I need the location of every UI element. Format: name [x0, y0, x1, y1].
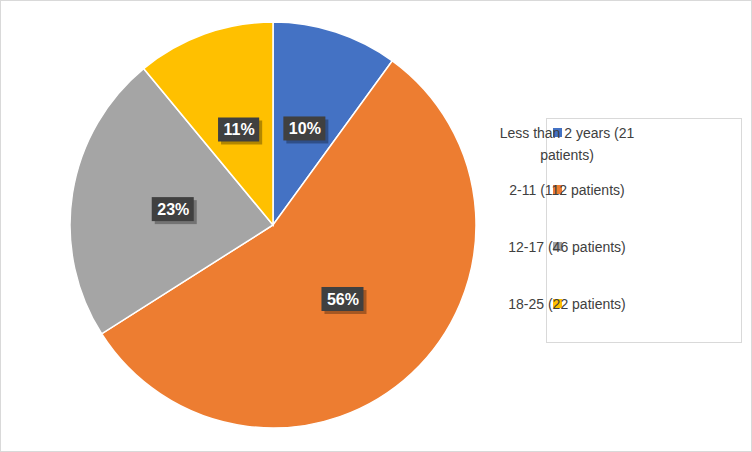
svg-text:11%: 11% — [224, 121, 255, 138]
svg-text:12-17 (46 patients): 12-17 (46 patients) — [508, 239, 626, 255]
svg-text:18-25 (22 patients): 18-25 (22 patients) — [508, 296, 626, 312]
svg-text:56%: 56% — [327, 291, 359, 308]
svg-text:23%: 23% — [157, 201, 189, 218]
svg-text:Less than 2 years (21patients): Less than 2 years (21patients) — [500, 125, 635, 163]
svg-text:2-11 (112 patients): 2-11 (112 patients) — [509, 182, 624, 198]
svg-text:10%: 10% — [289, 120, 321, 137]
